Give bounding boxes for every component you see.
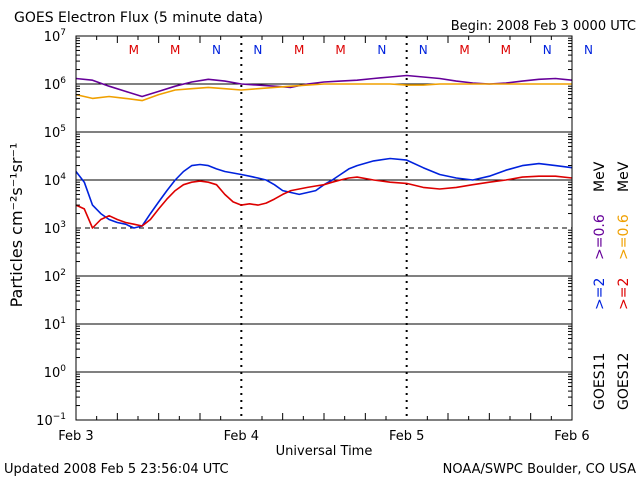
y-tick-label: 104 bbox=[44, 172, 67, 189]
series-line-orange bbox=[75, 83, 572, 102]
tick-labels: Feb 3 Feb 4 Feb 5 Feb 6 107 106 105 104 103 102 10… bbox=[36, 28, 590, 444]
legend-purple-threshold: >=0.6 bbox=[592, 214, 608, 260]
begin-time-label: Begin: 2008 Feb 3 0000 UTC bbox=[451, 19, 636, 34]
legend-unit-2: MeV bbox=[616, 161, 632, 192]
y-tick-label: 10−1 bbox=[36, 412, 66, 429]
mn-markers: M M M M M MN N N N N N bbox=[129, 43, 593, 57]
chart-title: GOES Electron Flux (5 minute data) bbox=[14, 10, 263, 26]
marker-n: N bbox=[253, 43, 262, 57]
marker-m: M bbox=[129, 43, 139, 57]
marker-n: N bbox=[584, 43, 593, 57]
series-line-red bbox=[75, 175, 573, 229]
legend-red-threshold: >=2 bbox=[616, 278, 632, 310]
updated-timestamp: Updated 2008 Feb 5 23:56:04 UTC bbox=[4, 462, 229, 477]
x-tick-label: Feb 6 bbox=[554, 429, 589, 444]
marker-n: N bbox=[419, 43, 428, 57]
legend-goes11: GOES11 bbox=[592, 353, 608, 410]
series-line-blue bbox=[75, 157, 573, 229]
series-line-purple bbox=[75, 74, 573, 98]
marker-m: M bbox=[170, 43, 180, 57]
y-tick-label: 106 bbox=[44, 76, 67, 93]
marker-n: N bbox=[212, 43, 221, 57]
y-tick-label: 100 bbox=[44, 364, 67, 381]
legend-unit-1: MeV bbox=[592, 161, 608, 192]
marker-m: M bbox=[335, 43, 345, 57]
marker-m: M bbox=[294, 43, 304, 57]
x-axis-title: Universal Time bbox=[276, 444, 373, 459]
y-tick-label: 107 bbox=[44, 28, 66, 45]
marker-m: M bbox=[501, 43, 511, 57]
y-tick-label: 105 bbox=[44, 124, 66, 141]
y-tick-label: 103 bbox=[44, 220, 66, 237]
x-tick-label: Feb 5 bbox=[389, 429, 424, 444]
legend-blue-threshold: >=2 bbox=[592, 278, 608, 310]
x-tick-label: Feb 3 bbox=[58, 429, 93, 444]
y-tick-label: 101 bbox=[44, 316, 66, 333]
data-series bbox=[75, 74, 573, 229]
y-axis-title: Particles cm⁻²s⁻¹sr⁻¹ bbox=[7, 143, 26, 308]
x-tick-label: Feb 4 bbox=[224, 429, 259, 444]
y-tick-label: 102 bbox=[44, 268, 66, 285]
legend-goes12: GOES12 bbox=[616, 353, 632, 410]
marker-m: M bbox=[459, 43, 469, 57]
marker-n: N bbox=[543, 43, 552, 57]
marker-n: N bbox=[377, 43, 386, 57]
credit-label: NOAA/SWPC Boulder, CO USA bbox=[443, 462, 636, 477]
legend-orange-threshold: >=0.6 bbox=[616, 214, 632, 260]
